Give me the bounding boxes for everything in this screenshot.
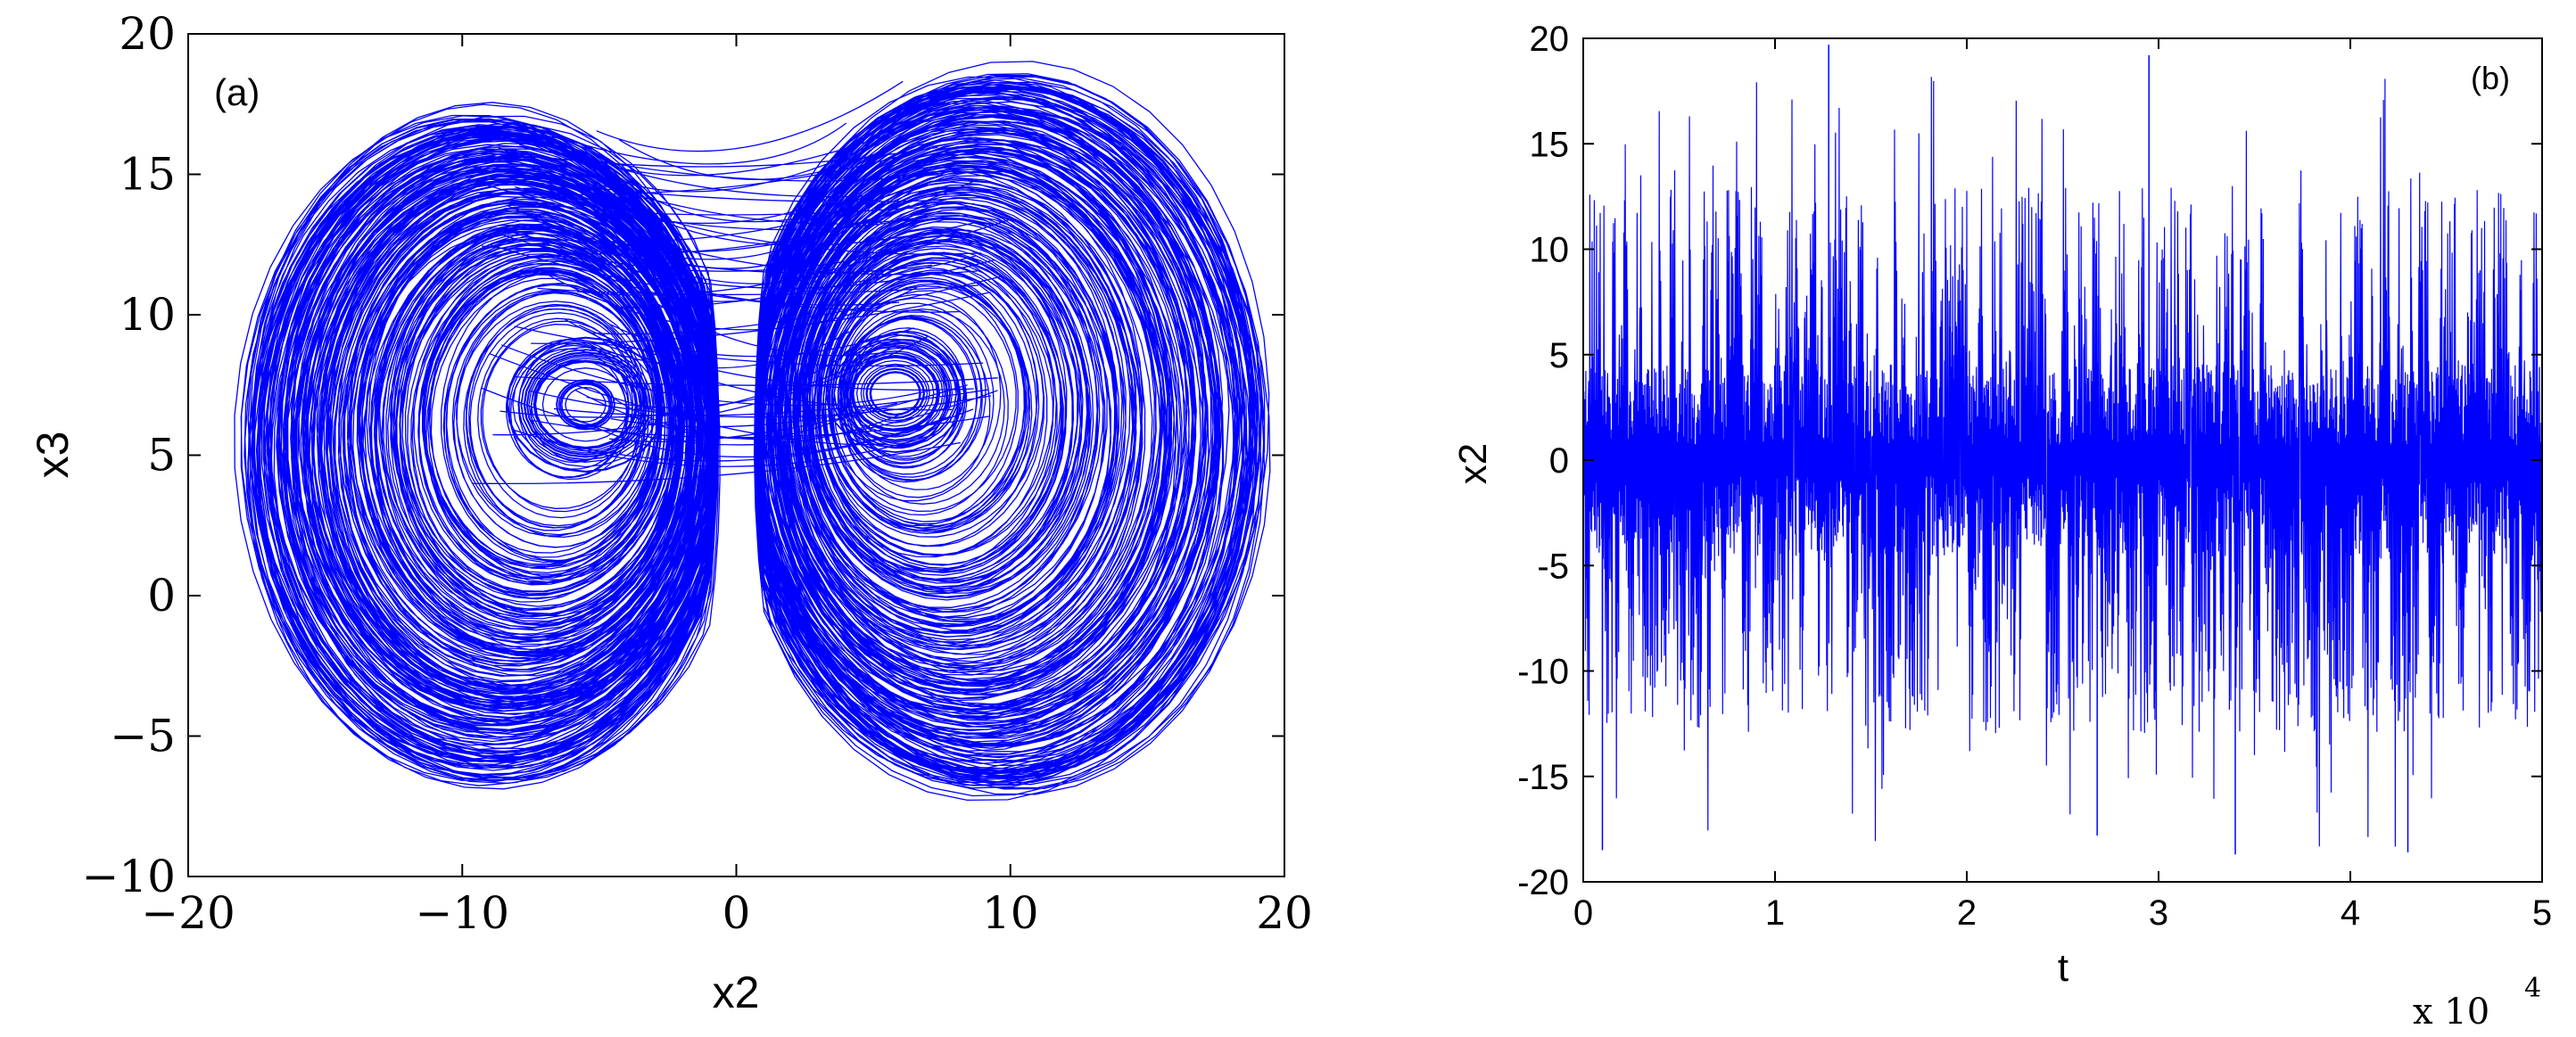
y-tick-label-a: 0 — [147, 570, 176, 621]
y-tick-label-b: 5 — [1549, 336, 1569, 375]
x-multiplier-exp-b: 4 — [2524, 973, 2541, 1004]
y-axis-label-b: x2 — [1451, 443, 1495, 484]
y-tick-label-a: −5 — [110, 711, 176, 762]
time-series-line — [1582, 45, 2543, 855]
y-axis-label-a: x3 — [28, 432, 78, 479]
x-axis-label-a: x2 — [713, 967, 760, 1017]
x-tick-label-b: 4 — [2341, 893, 2360, 933]
x-tick-label-a: −20 — [141, 887, 235, 939]
x-tick-label-a: 20 — [1256, 887, 1313, 939]
x-tick-label-b: 3 — [2149, 893, 2168, 933]
x-axis-label-b: t — [2058, 946, 2068, 990]
ticks-b: 0 1 2 3 4 5 -20 -15 -10 -5 0 5 10 15 20 — [1517, 20, 2552, 933]
y-tick-label-a: 5 — [147, 430, 176, 481]
x-tick-label-a: 0 — [722, 887, 751, 939]
x2-series-path — [1582, 77, 2543, 847]
y-tick-label-b: 10 — [1530, 231, 1570, 270]
y-tick-label-b: -5 — [1537, 547, 1569, 586]
x-tick-label-a: −10 — [415, 887, 509, 939]
x-multiplier-b: x 10 — [2413, 992, 2489, 1033]
trajectory-path — [234, 61, 1271, 802]
x-tick-label-b: 1 — [1765, 893, 1785, 933]
y-tick-label-b: 20 — [1530, 20, 1570, 59]
x-tick-label-b: 5 — [2532, 893, 2552, 933]
y-tick-label-a: 20 — [119, 8, 176, 60]
y-tick-label-b: -20 — [1517, 863, 1569, 902]
panel-label-b: (b) — [2471, 60, 2510, 96]
y-tick-label-b: 15 — [1530, 125, 1570, 164]
y-tick-label-b: -15 — [1517, 758, 1569, 797]
x-tick-label-b: 2 — [1957, 893, 1977, 933]
phase-trajectory — [234, 61, 1271, 802]
x-tick-label-b: 0 — [1573, 893, 1593, 933]
y-tick-label-a: 15 — [119, 149, 176, 201]
x-tick-label-a: 10 — [982, 887, 1039, 939]
y-tick-label-a: 10 — [119, 289, 176, 341]
y-tick-label-b: -10 — [1517, 653, 1569, 692]
y-tick-label-a: −10 — [81, 851, 176, 902]
panel-label-a: (a) — [214, 71, 260, 113]
y-tick-label-b: 0 — [1549, 441, 1569, 481]
